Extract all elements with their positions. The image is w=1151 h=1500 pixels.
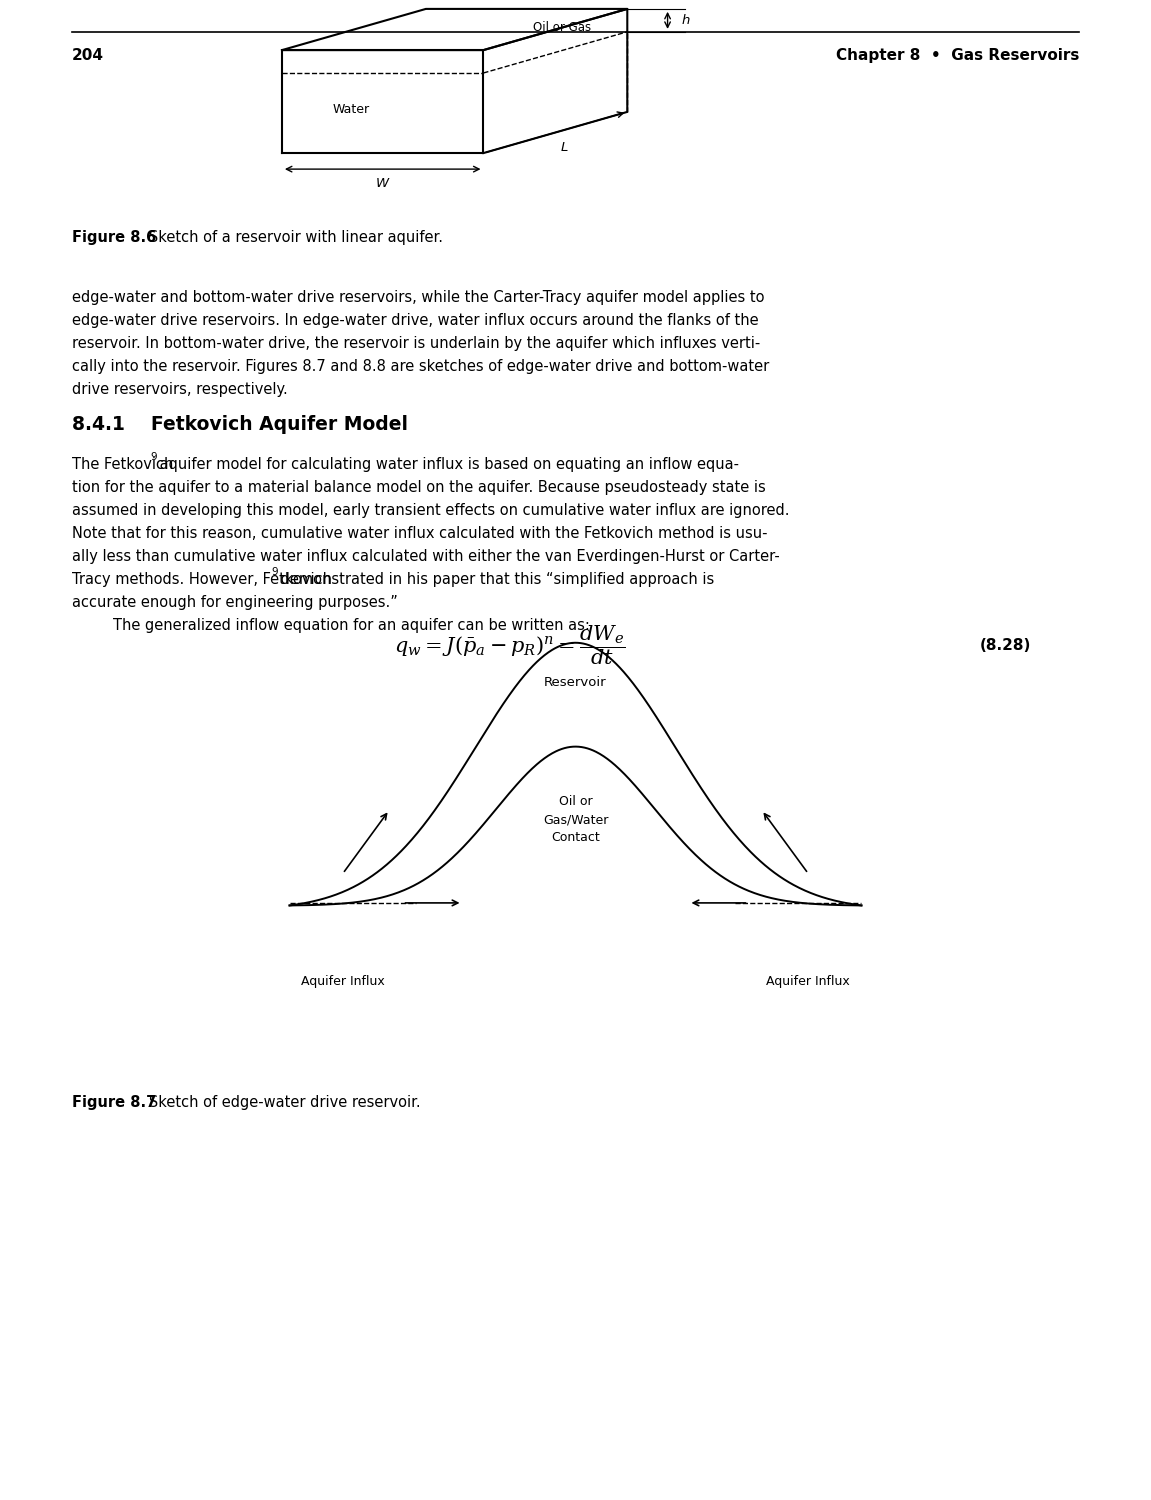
Text: Aquifer Influx: Aquifer Influx — [300, 975, 384, 988]
Text: cally into the reservoir. Figures 8.7 and 8.8 are sketches of edge-water drive a: cally into the reservoir. Figures 8.7 an… — [73, 358, 769, 374]
Text: demonstrated in his paper that this “simplified approach is: demonstrated in his paper that this “sim… — [276, 572, 714, 586]
Text: W: W — [376, 177, 389, 190]
Text: Note that for this reason, cumulative water influx calculated with the Fetkovich: Note that for this reason, cumulative wa… — [73, 526, 768, 542]
Text: Sketch of a reservoir with linear aquifer.: Sketch of a reservoir with linear aquife… — [135, 230, 443, 244]
Text: Sketch of edge-water drive reservoir.: Sketch of edge-water drive reservoir. — [135, 1095, 420, 1110]
Text: h: h — [681, 13, 691, 27]
Text: reservoir. In bottom-water drive, the reservoir is underlain by the aquifer whic: reservoir. In bottom-water drive, the re… — [73, 336, 761, 351]
Text: edge-water drive reservoirs. In edge-water drive, water influx occurs around the: edge-water drive reservoirs. In edge-wat… — [73, 314, 759, 328]
Text: Aquifer Influx: Aquifer Influx — [767, 975, 851, 988]
Text: assumed in developing this model, early transient effects on cumulative water in: assumed in developing this model, early … — [73, 503, 790, 518]
Text: edge-water and bottom-water drive reservoirs, while the Carter-Tracy aquifer mod: edge-water and bottom-water drive reserv… — [73, 290, 764, 304]
Text: Reservoir: Reservoir — [544, 676, 607, 688]
Text: Figure 8.7: Figure 8.7 — [73, 1095, 157, 1110]
Text: (8.28): (8.28) — [980, 638, 1031, 652]
Text: 204: 204 — [73, 48, 104, 63]
Text: The generalized inflow equation for an aquifer can be written as:: The generalized inflow equation for an a… — [113, 618, 589, 633]
Text: Oil or Gas: Oil or Gas — [534, 21, 592, 34]
Text: Water: Water — [333, 104, 369, 117]
Text: L: L — [561, 141, 567, 153]
Text: aquifer model for calculating water influx is based on equating an inflow equa-: aquifer model for calculating water infl… — [155, 458, 739, 472]
Text: 9: 9 — [272, 567, 279, 578]
Text: tion for the aquifer to a material balance model on the aquifer. Because pseudos: tion for the aquifer to a material balan… — [73, 480, 765, 495]
Text: Figure 8.6: Figure 8.6 — [73, 230, 157, 244]
Text: $q_w = J(\bar{p}_a - p_R)^n = \dfrac{dW_e}{dt}$: $q_w = J(\bar{p}_a - p_R)^n = \dfrac{dW_… — [395, 622, 626, 668]
Text: 8.4.1    Fetkovich Aquifer Model: 8.4.1 Fetkovich Aquifer Model — [73, 416, 407, 434]
Text: 9: 9 — [151, 452, 158, 462]
Text: accurate enough for engineering purposes.”: accurate enough for engineering purposes… — [73, 596, 398, 610]
Text: ally less than cumulative water influx calculated with either the van Everdingen: ally less than cumulative water influx c… — [73, 549, 779, 564]
Text: The Fetkovich: The Fetkovich — [73, 458, 174, 472]
Text: Chapter 8  •  Gas Reservoirs: Chapter 8 • Gas Reservoirs — [836, 48, 1078, 63]
Text: drive reservoirs, respectively.: drive reservoirs, respectively. — [73, 382, 288, 398]
Text: Tracy methods. However, Fetkovich: Tracy methods. However, Fetkovich — [73, 572, 331, 586]
Text: Oil or
Gas/Water
Contact: Oil or Gas/Water Contact — [543, 795, 608, 844]
